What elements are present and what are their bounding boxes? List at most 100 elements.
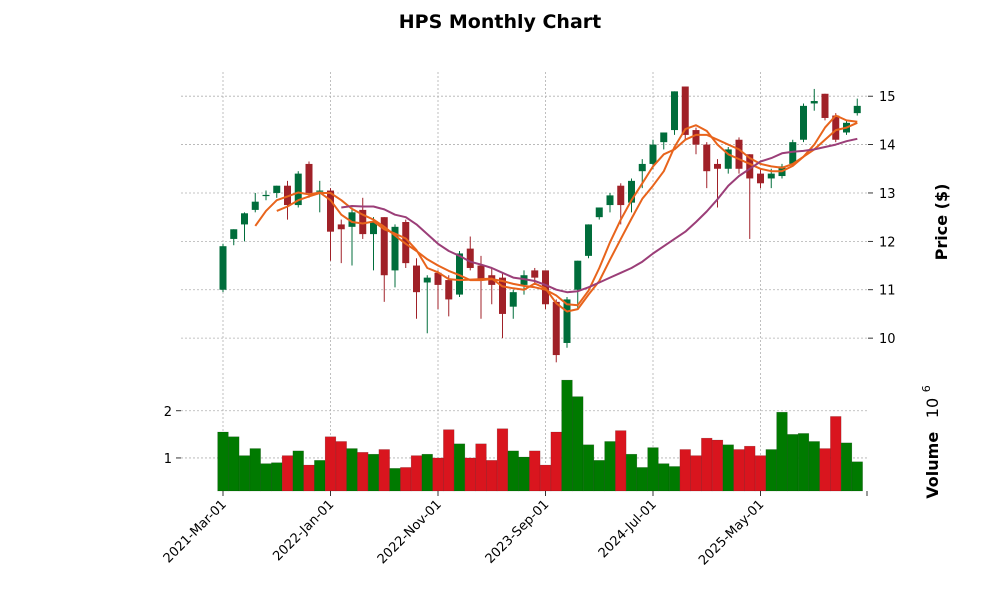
candle — [617, 183, 625, 225]
x-tick-label: 2021-Mar-01 — [161, 497, 230, 566]
candle-body — [359, 209, 367, 235]
volume-bar — [572, 396, 584, 492]
candle-body — [477, 265, 485, 281]
candle-body — [628, 180, 635, 203]
candle — [445, 275, 453, 317]
candle — [853, 98, 861, 116]
candle-body — [305, 163, 313, 193]
volume-bar — [840, 442, 853, 492]
x-tick-label: 2024-Jul-01 — [596, 497, 660, 561]
price-panel-grid — [181, 72, 868, 372]
candle-body — [262, 194, 270, 197]
candle-body — [499, 277, 506, 314]
volume-tick-label: 2 — [164, 405, 172, 420]
candle-body — [617, 185, 625, 206]
volume-bar — [830, 416, 842, 492]
candle — [821, 93, 829, 121]
volume-bar — [475, 443, 487, 492]
volume-bar — [582, 444, 595, 492]
volume-bar — [464, 457, 476, 492]
volume-bar — [507, 450, 519, 492]
volume-bar — [701, 437, 713, 492]
x-tick-label: 2022-Nov-01 — [375, 497, 445, 567]
candle — [692, 127, 700, 155]
candle-body — [413, 265, 420, 293]
candle — [810, 88, 818, 111]
candle — [241, 212, 248, 242]
volume-bar — [658, 463, 670, 492]
chart-title: HPS Monthly Chart — [399, 11, 601, 33]
candle-body — [509, 292, 517, 307]
candle-body — [821, 93, 829, 118]
candle-body — [832, 115, 840, 140]
price-tick-label: 12 — [879, 235, 896, 250]
candle — [499, 272, 506, 339]
candle — [832, 113, 840, 143]
candle — [273, 185, 281, 198]
candle — [294, 171, 302, 208]
candle-body — [391, 226, 399, 271]
volume-bar — [819, 448, 831, 492]
candle — [359, 197, 367, 239]
volume-bar — [722, 444, 734, 492]
volume-bar — [228, 436, 240, 492]
candle-body — [724, 149, 732, 169]
volume-bar — [453, 443, 466, 492]
candle-body — [445, 280, 453, 300]
candle — [789, 139, 797, 167]
x-tick-label: 2022-Jan-01 — [270, 497, 337, 564]
volume-bar — [593, 460, 605, 492]
volume-bar — [797, 433, 810, 492]
candle-body — [757, 173, 764, 184]
volume-bar — [486, 460, 498, 492]
candle — [466, 236, 474, 271]
candle-body — [456, 253, 463, 295]
volume-bar — [851, 461, 863, 492]
candle-body — [660, 132, 668, 143]
volume-bar — [744, 445, 756, 492]
volume-bar — [754, 455, 767, 492]
volume-bar — [518, 456, 530, 492]
candle-body — [370, 222, 377, 235]
volume-bar — [787, 434, 799, 492]
volume-bar — [217, 431, 229, 492]
candle — [800, 103, 807, 143]
candle — [628, 178, 635, 213]
volume-bar — [432, 457, 444, 492]
candle — [413, 258, 420, 319]
volume-axis-exponent-power: 6 — [920, 385, 933, 392]
volume-bar — [410, 455, 423, 492]
volume-bar — [539, 464, 552, 492]
candle-body — [692, 130, 700, 145]
candle-body — [789, 142, 797, 164]
candle-body — [767, 173, 775, 179]
volume-bar — [303, 464, 315, 492]
candle — [380, 217, 388, 302]
candle-body — [800, 105, 807, 140]
candle-body — [810, 101, 818, 104]
candle-body — [671, 91, 678, 131]
volume-bar — [529, 450, 541, 492]
volume-bar — [324, 436, 337, 492]
candle — [423, 275, 431, 334]
volume-bar — [443, 429, 455, 492]
candle — [671, 91, 678, 135]
candle — [703, 142, 711, 189]
volume-axis-title: Volume — [923, 432, 942, 499]
candle — [434, 270, 442, 310]
candle-body — [316, 190, 324, 192]
candle-body — [337, 224, 345, 230]
volume-bar — [335, 441, 347, 492]
candle — [585, 224, 592, 259]
candle-body — [230, 229, 238, 239]
volume-bar — [389, 468, 401, 492]
volume-bar — [249, 448, 261, 492]
candlesticks — [219, 86, 861, 363]
volume-tick-label: 1 — [164, 452, 172, 467]
date-x-axis: 2021-Mar-01 2022-Jan-01 2022-Nov-01 2023-Se… — [161, 491, 868, 568]
moving-average-lines — [254, 114, 858, 313]
candle — [251, 192, 259, 213]
candle-body — [585, 224, 592, 256]
